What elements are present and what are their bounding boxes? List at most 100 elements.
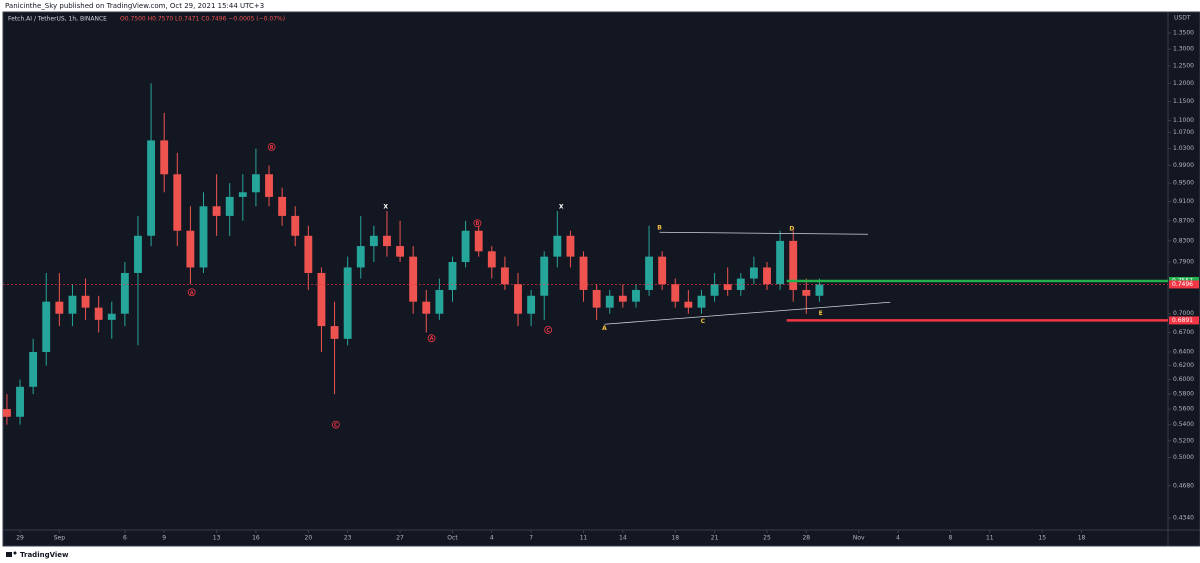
- wave-label: C: [334, 423, 338, 429]
- wave-label: X: [559, 203, 564, 210]
- candle-body: [802, 289, 811, 296]
- wave-circle: [331, 420, 340, 429]
- candle-body: [579, 256, 588, 290]
- x-tick-label: 4: [490, 535, 494, 542]
- x-tick-label: 11: [580, 535, 588, 542]
- candle-body: [134, 235, 142, 273]
- x-tick-label: 27: [396, 535, 404, 542]
- candle-body: [356, 246, 365, 268]
- candle-body: [500, 267, 509, 285]
- x-tick-label: 8: [949, 535, 953, 542]
- candle-body: [55, 301, 64, 314]
- wave-circle: [427, 334, 436, 343]
- candle-body: [618, 295, 627, 302]
- candle-body: [3, 409, 11, 417]
- chart-background: [2, 11, 1200, 547]
- candle-body: [723, 284, 732, 290]
- y-tick-label: 1.0700: [1173, 129, 1194, 136]
- x-tick-label: 15: [1038, 535, 1046, 542]
- candle-body: [147, 140, 156, 236]
- candle-body: [330, 326, 339, 339]
- candle-body: [448, 262, 457, 290]
- y-tick-label: 1.3500: [1173, 30, 1194, 37]
- candle-body: [304, 235, 313, 273]
- wave-circle: [187, 288, 196, 297]
- last-price-box: [1169, 280, 1199, 289]
- x-tick-label: 7: [529, 535, 533, 542]
- x-tick-label: 18: [671, 535, 679, 542]
- candle-body: [435, 289, 444, 314]
- candle-body: [461, 230, 470, 263]
- y-tick-label: 1.3000: [1173, 46, 1194, 53]
- candle-body: [278, 196, 287, 216]
- price-label-box: [1169, 316, 1199, 325]
- y-tick-label: 0.5400: [1173, 421, 1194, 428]
- candle-body: [238, 192, 247, 197]
- wave-label: A: [430, 336, 434, 342]
- candle-body: [592, 289, 601, 308]
- y-tick-label: 0.8700: [1173, 217, 1194, 224]
- candle-body: [199, 206, 208, 268]
- y-tick-label: 0.6400: [1173, 349, 1194, 356]
- footer: TradingView: [20, 551, 69, 559]
- x-tick-label: 21: [711, 535, 719, 542]
- wave-circle: [267, 143, 276, 151]
- wave-label: E: [819, 310, 823, 317]
- candle-body: [671, 284, 680, 302]
- y-tick-label: 0.9100: [1173, 198, 1194, 205]
- candle-body: [94, 307, 103, 320]
- candle-body: [566, 235, 575, 257]
- candle-body: [251, 174, 260, 193]
- header: Panicinthe_Sky published on TradingView.…: [5, 2, 264, 10]
- candle-body: [317, 272, 326, 327]
- x-tick-label: 16: [252, 535, 260, 542]
- x-tick-label: 18: [1078, 535, 1086, 542]
- x-tick-label: 9: [162, 535, 166, 542]
- candle-body: [212, 206, 221, 216]
- x-tick-label: 20: [305, 535, 313, 542]
- candle-body: [553, 235, 562, 257]
- y-tick-label: 1.1000: [1173, 117, 1194, 124]
- candle-body: [29, 352, 38, 387]
- currency: USDT: [1174, 15, 1191, 22]
- x-tick-label: 29: [16, 535, 24, 542]
- trendline: [604, 301, 891, 325]
- candle-body: [68, 295, 77, 314]
- y-tick-label: 0.5600: [1173, 406, 1194, 413]
- candle-body: [225, 196, 234, 216]
- wave-label: A: [190, 290, 194, 296]
- candle-body: [343, 267, 352, 339]
- y-tick-label: 0.5000: [1173, 454, 1194, 461]
- wave-label: A: [602, 325, 607, 332]
- x-tick-label: 6: [123, 535, 127, 542]
- candle-body: [107, 313, 116, 320]
- x-tick-label: 11: [986, 535, 994, 542]
- y-tick-label: 0.5200: [1173, 437, 1194, 444]
- candle-body: [16, 386, 24, 417]
- wave-label: B: [657, 225, 662, 232]
- y-tick-label: 0.4340: [1173, 515, 1194, 522]
- footer-logo: [6, 551, 17, 557]
- candle-body: [658, 256, 667, 285]
- trendline: [659, 231, 868, 235]
- candle-body: [383, 235, 391, 247]
- wave-label: X: [383, 203, 388, 210]
- y-tick-label: 1.2500: [1173, 62, 1194, 69]
- x-tick-label: 4: [896, 535, 900, 542]
- x-tick-label: 23: [344, 535, 352, 542]
- candle-body: [763, 267, 771, 285]
- ohlc-info: O0.7500 H0.7570 L0.7471 C0.7496 −0.0005 …: [120, 16, 285, 23]
- candle-body: [645, 256, 653, 290]
- x-tick-label: Oct: [447, 535, 458, 542]
- candle-body: [173, 174, 182, 231]
- y-tick-label: 0.7000: [1173, 310, 1194, 317]
- y-tick-label: 0.6700: [1173, 329, 1194, 336]
- candle-body: [265, 174, 273, 197]
- candle-body: [396, 246, 405, 257]
- x-tick-label: Sep: [54, 535, 66, 542]
- candle-body: [527, 295, 536, 314]
- y-tick-label: 1.0300: [1173, 145, 1194, 152]
- candle-body: [632, 289, 640, 302]
